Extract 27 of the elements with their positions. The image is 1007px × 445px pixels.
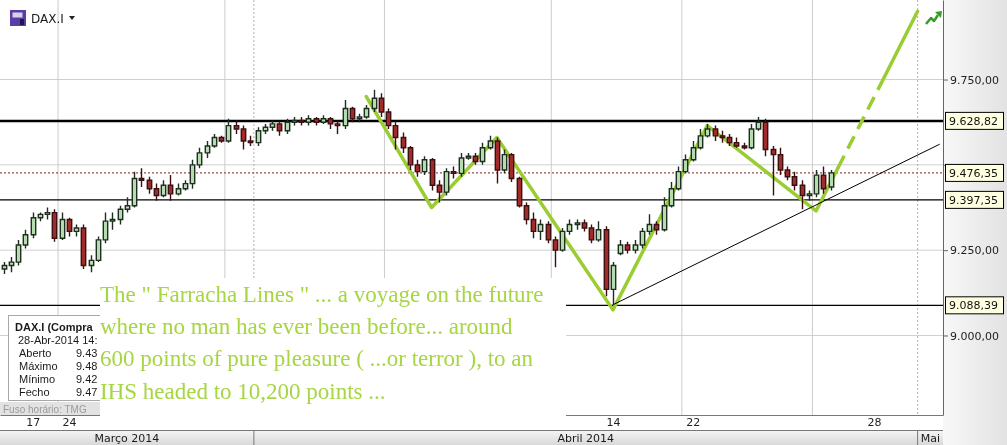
annotation: Máximo [19,360,58,372]
x-tick-label: 17 [26,415,41,429]
annotation: Fuso horário: TMG [3,404,87,415]
annotation: 9.43 [76,347,98,359]
y-tick-label: 9.250,00 [950,244,999,258]
x-tick-label: 28 [867,415,882,429]
text: Mai [920,432,940,445]
annotation: Aberto [19,347,52,359]
ref-line-label: 9.397,35 [949,193,998,207]
annotation: 9.42 [76,373,98,385]
ref-line-label: 9.088,39 [949,299,998,313]
ref-line-label: 9.628,82 [949,114,998,128]
x-tick-label: 24 [62,415,77,429]
text: Março 2014 [94,432,160,445]
x-tick-label: 22 [686,415,701,429]
annotation: 9.48 [76,360,98,372]
text: DAX.I [31,12,64,26]
y-tick-label: 9.750,00 [950,73,999,87]
x-tick-label: 14 [606,415,621,429]
annotation: 28-Abr-2014 14: [18,334,98,346]
annotation: DAX.I (Compra [15,321,94,333]
annotation: Mínimo [19,373,56,385]
annotation: Fecho [19,386,50,398]
text: Abril 2014 [557,432,615,445]
annotation: 9.47 [76,386,98,398]
ref-line-label: 9.476,35 [949,166,998,180]
y-tick-label: 9.000,00 [950,329,999,343]
